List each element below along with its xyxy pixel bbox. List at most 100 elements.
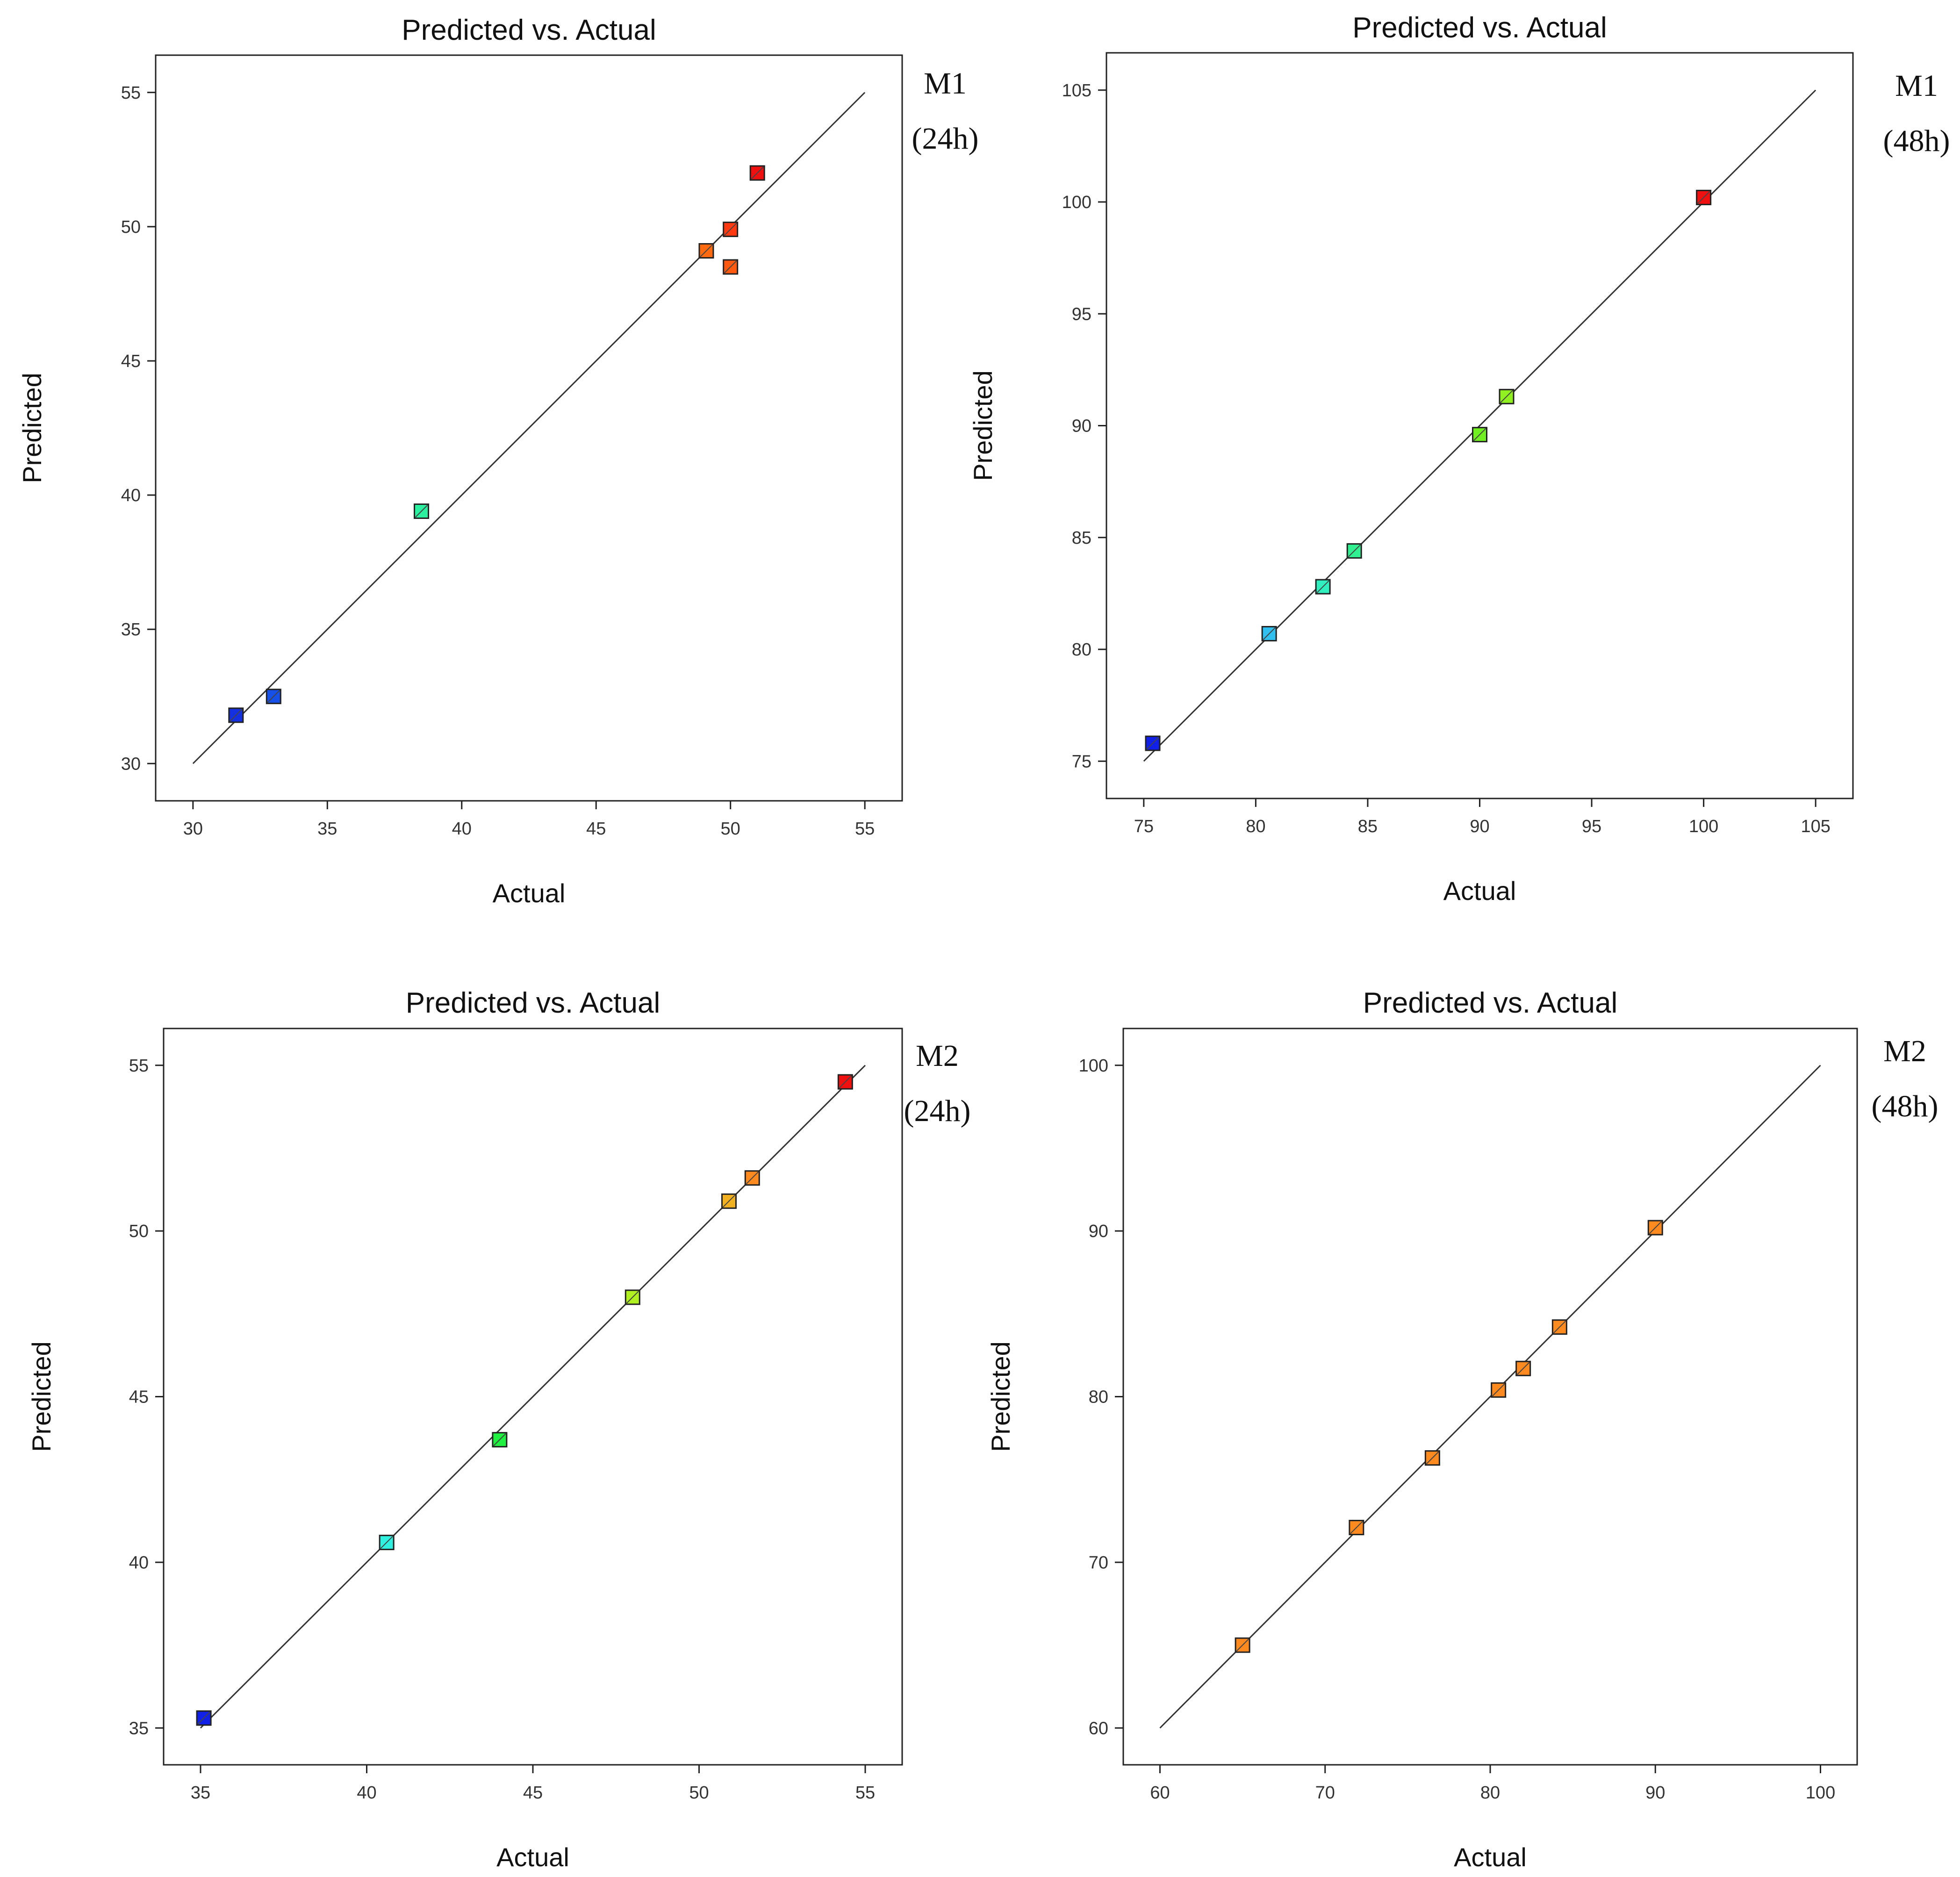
y-tick-label: 70 bbox=[1089, 1553, 1108, 1573]
data-point-diagonal bbox=[724, 260, 737, 273]
x-tick-label: 35 bbox=[191, 1783, 210, 1803]
x-tick-label: 90 bbox=[1470, 817, 1489, 836]
y-tick-label: 50 bbox=[129, 1222, 149, 1241]
x-tick-label: 55 bbox=[855, 1783, 875, 1803]
y-tick-label: 105 bbox=[1062, 81, 1091, 101]
data-point-diagonal bbox=[1553, 1320, 1566, 1334]
y-tick-label: 30 bbox=[121, 754, 141, 774]
y-axis-label: Predicted bbox=[986, 1341, 1015, 1452]
fit-line bbox=[1159, 1064, 1821, 1729]
model-label: M1 bbox=[924, 66, 967, 101]
model-label: M2 bbox=[1883, 1034, 1926, 1068]
x-tick-label: 45 bbox=[523, 1783, 543, 1803]
x-tick-label: 80 bbox=[1246, 817, 1265, 836]
chart-title: Predicted vs. Actual bbox=[402, 14, 656, 46]
data-point-diagonal bbox=[1697, 191, 1710, 204]
data-point-diagonal bbox=[626, 1291, 639, 1304]
data-point-diagonal bbox=[230, 709, 243, 722]
data-point-diagonal bbox=[1473, 428, 1486, 441]
chart-panel-3: Predicted vs. Actual 35 40 45 50 55 35 40 45 50 55… bbox=[27, 987, 970, 1872]
chart-panel-1: Predicted vs. Actual 30 35 40 45 50 55 30 35 40 45… bbox=[17, 14, 978, 908]
x-tick-label: 50 bbox=[721, 819, 740, 839]
y-tick-label: 80 bbox=[1072, 640, 1091, 660]
y-axis-label: Predicted bbox=[968, 370, 998, 481]
y-tick-label: 75 bbox=[1072, 752, 1091, 771]
data-point-diagonal bbox=[197, 1712, 210, 1725]
data-point-diagonal bbox=[724, 223, 737, 236]
data-point-diagonal bbox=[839, 1075, 852, 1088]
chart-panel-4: Predicted vs. Actual 60 70 80 90 100 60 70 80 90 1… bbox=[986, 987, 1938, 1872]
data-point-diagonal bbox=[1146, 737, 1159, 750]
model-label: M1 bbox=[1895, 69, 1938, 103]
time-label: (48h) bbox=[1872, 1089, 1938, 1123]
x-tick-label: 75 bbox=[1134, 817, 1154, 836]
y-tick-label: 95 bbox=[1072, 304, 1091, 324]
data-point-diagonal bbox=[380, 1536, 393, 1549]
data-point-diagonal bbox=[493, 1433, 506, 1446]
y-axis-label: Predicted bbox=[17, 373, 47, 483]
chart-title: Predicted vs. Actual bbox=[1363, 987, 1618, 1019]
x-tick-label: 30 bbox=[183, 819, 203, 839]
data-point-diagonal bbox=[700, 244, 713, 258]
x-tick-label: 60 bbox=[1150, 1783, 1170, 1803]
data-point-diagonal bbox=[1516, 1362, 1530, 1375]
x-tick-label: 85 bbox=[1358, 817, 1378, 836]
y-tick-label: 100 bbox=[1079, 1056, 1108, 1076]
y-tick-label: 60 bbox=[1089, 1719, 1108, 1738]
x-axis-label: Actual bbox=[1443, 876, 1516, 906]
y-tick-label: 55 bbox=[129, 1056, 149, 1076]
data-point-diagonal bbox=[722, 1194, 736, 1208]
data-point-diagonal bbox=[1348, 544, 1361, 558]
y-tick-label: 90 bbox=[1089, 1222, 1108, 1241]
data-point-diagonal bbox=[746, 1172, 759, 1185]
y-tick-label: 35 bbox=[129, 1719, 149, 1738]
time-label: (24h) bbox=[912, 122, 979, 156]
x-tick-label: 40 bbox=[357, 1783, 376, 1803]
x-tick-label: 55 bbox=[855, 819, 875, 839]
x-tick-label: 45 bbox=[586, 819, 606, 839]
x-tick-label: 100 bbox=[1806, 1783, 1835, 1803]
x-tick-label: 95 bbox=[1582, 817, 1601, 836]
x-tick-label: 100 bbox=[1689, 817, 1718, 836]
y-tick-label: 80 bbox=[1089, 1388, 1108, 1407]
x-tick-label: 35 bbox=[317, 819, 337, 839]
time-label: (48h) bbox=[1883, 124, 1950, 158]
y-tick-label: 90 bbox=[1072, 417, 1091, 436]
data-point-diagonal bbox=[267, 690, 280, 703]
chart-title: Predicted vs. Actual bbox=[406, 987, 661, 1019]
data-point-diagonal bbox=[415, 504, 428, 518]
x-tick-label: 70 bbox=[1315, 1783, 1335, 1803]
data-point-diagonal bbox=[1350, 1521, 1363, 1534]
x-tick-label: 90 bbox=[1645, 1783, 1665, 1803]
x-axis-label: Actual bbox=[493, 878, 566, 908]
y-axis-label: Predicted bbox=[27, 1341, 56, 1452]
chart-title: Predicted vs. Actual bbox=[1352, 12, 1607, 44]
model-label: M2 bbox=[916, 1039, 959, 1073]
data-point-diagonal bbox=[1263, 627, 1276, 640]
data-point-diagonal bbox=[1426, 1451, 1439, 1465]
data-point-diagonal bbox=[1236, 1639, 1249, 1652]
x-tick-label: 40 bbox=[452, 819, 472, 839]
x-axis-label: Actual bbox=[496, 1842, 569, 1872]
y-tick-label: 40 bbox=[129, 1553, 149, 1573]
data-point-diagonal bbox=[1492, 1383, 1505, 1397]
y-tick-label: 45 bbox=[129, 1388, 149, 1407]
x-axis-label: Actual bbox=[1454, 1842, 1527, 1872]
y-tick-label: 45 bbox=[121, 352, 141, 371]
data-point-diagonal bbox=[1316, 580, 1329, 593]
x-tick-label: 50 bbox=[689, 1783, 709, 1803]
time-label: (24h) bbox=[904, 1094, 971, 1128]
y-tick-label: 85 bbox=[1072, 528, 1091, 548]
y-tick-label: 55 bbox=[121, 83, 141, 103]
chart-panel-2: Predicted vs. Actual 75 80 85 90 95 100 105 75 80… bbox=[968, 12, 1950, 906]
y-tick-label: 40 bbox=[121, 486, 141, 505]
x-tick-label: 105 bbox=[1801, 817, 1830, 836]
fit-line bbox=[192, 92, 866, 764]
data-point-diagonal bbox=[1500, 390, 1513, 403]
x-tick-label: 80 bbox=[1480, 1783, 1500, 1803]
data-point-diagonal bbox=[1649, 1221, 1662, 1234]
y-tick-label: 100 bbox=[1062, 193, 1091, 212]
y-tick-label: 35 bbox=[121, 620, 141, 640]
y-tick-label: 50 bbox=[121, 217, 141, 237]
